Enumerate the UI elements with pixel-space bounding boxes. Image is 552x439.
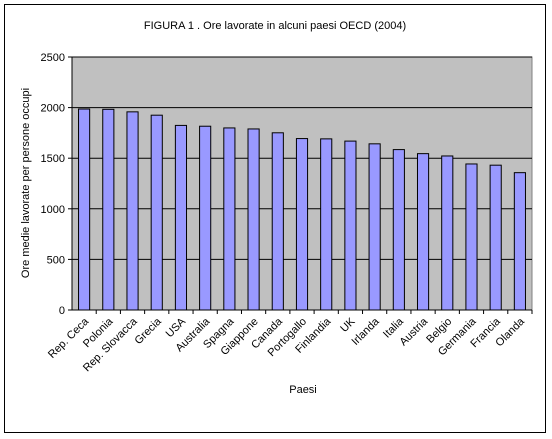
bar-germania: [465, 163, 478, 311]
y-tick-label: 2000: [41, 103, 65, 115]
bar-giappone: [247, 128, 260, 311]
bar-canada: [271, 132, 284, 311]
x-tick-label: UK: [338, 315, 358, 335]
y-tick-label: 500: [47, 254, 65, 266]
bar-rep-ceca: [78, 108, 91, 311]
bar-australia: [199, 125, 212, 311]
y-tick-label: 0: [59, 305, 65, 317]
bar-irlanda: [368, 143, 381, 311]
bar-belgio: [441, 155, 454, 311]
bar-rep-slovacca: [126, 111, 139, 311]
y-tick-label: 1000: [41, 204, 65, 216]
chart-title: FIGURA 1 . Ore lavorate in alcuni paesi …: [144, 20, 406, 32]
x-axis-label: Paesi: [289, 384, 317, 396]
x-tick-label: Grecia: [132, 315, 164, 347]
bar-polonia: [102, 108, 115, 311]
bar-uk: [344, 140, 357, 311]
y-tick-label: 1500: [41, 153, 65, 165]
bar-austria: [416, 153, 430, 311]
bars: [78, 108, 526, 311]
bar-finlandia: [320, 138, 333, 311]
x-tick-label: Irlanda: [349, 315, 382, 348]
y-axis-label: Ore medie lavorate per persone occupi: [20, 88, 32, 278]
bar-portogallo: [295, 138, 309, 311]
bar-grecia: [150, 114, 163, 311]
x-tick-label: Austria: [397, 315, 430, 348]
bar-olanda: [513, 172, 526, 311]
bar-francia: [489, 164, 502, 311]
bar-italia: [392, 149, 405, 311]
y-axis-ticks: 0 500 1000 1500 2000 2500: [41, 52, 532, 317]
bar-spagna: [223, 127, 236, 311]
bar-usa: [174, 124, 188, 311]
y-tick-label: 2500: [41, 52, 65, 64]
